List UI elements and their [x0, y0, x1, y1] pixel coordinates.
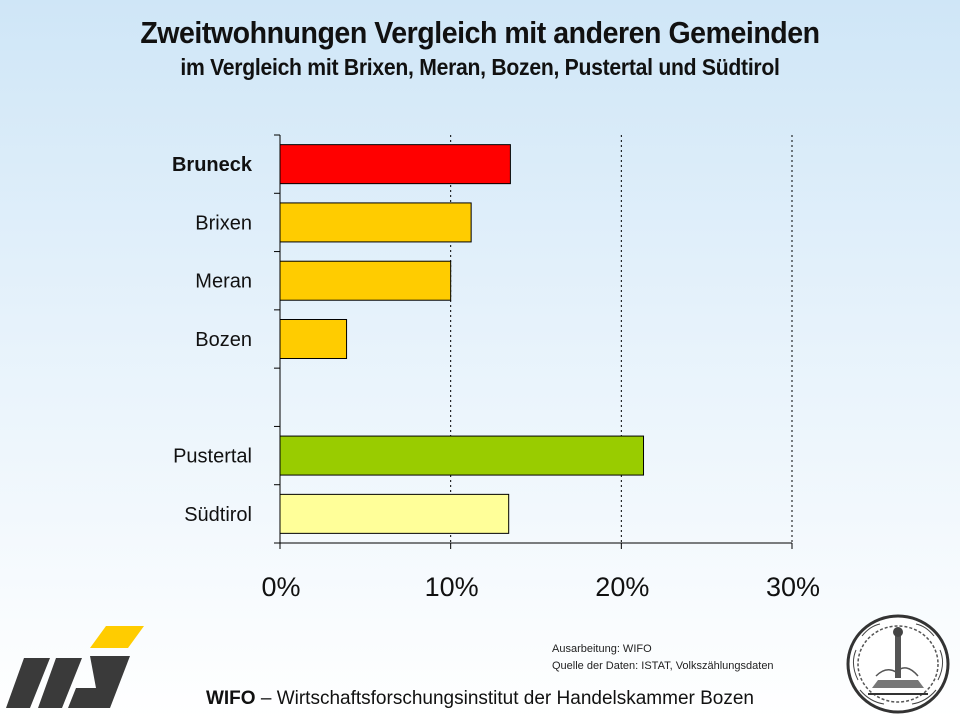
- category-label: Meran: [195, 271, 252, 293]
- source-line-2: Quelle der Daten: ISTAT, Volkszählungsda…: [552, 660, 774, 672]
- logo-accent-shape: [90, 626, 144, 648]
- category-label: Südtirol: [184, 504, 252, 526]
- chart-title-block: Zweitwohnungen Vergleich mit anderen Gem…: [0, 14, 960, 82]
- bar: [279, 319, 348, 359]
- chamber-seal-icon: [846, 614, 950, 714]
- logo-stripe-3: [68, 656, 130, 708]
- source-line-1: Ausarbeitung: WIFO: [552, 643, 652, 655]
- chart-subtitle: im Vergleich mit Brixen, Meran, Bozen, P…: [180, 54, 780, 80]
- x-tick-label: 20%: [595, 572, 649, 602]
- source-note: Ausarbeitung: WIFO Quelle der Daten: IST…: [552, 641, 774, 675]
- x-tick-label: 10%: [425, 572, 479, 602]
- wifo-logo-icon: [6, 626, 144, 708]
- footer: WIFO – Wirtschaftsforschungsinstitut der…: [0, 688, 960, 710]
- category-label: Brixen: [195, 212, 252, 234]
- x-tick-label: 30%: [766, 572, 820, 602]
- bar: [279, 202, 472, 243]
- footer-text: – Wirtschaftsforschungsinstitut der Hand…: [255, 688, 755, 709]
- x-tick-label: 0%: [261, 572, 300, 602]
- logo-stripe-1: [6, 658, 50, 708]
- category-label: Bozen: [195, 329, 252, 351]
- category-label: Pustertal: [173, 446, 252, 468]
- footer-org: WIFO: [205, 688, 256, 709]
- bar: [279, 260, 452, 301]
- logo-stripe-2: [38, 658, 82, 708]
- bar: [279, 493, 510, 534]
- chart-title: Zweitwohnungen Vergleich mit anderen Gem…: [140, 15, 820, 50]
- bar: [279, 144, 511, 185]
- bar: [279, 435, 645, 476]
- category-label: Bruneck: [172, 154, 253, 176]
